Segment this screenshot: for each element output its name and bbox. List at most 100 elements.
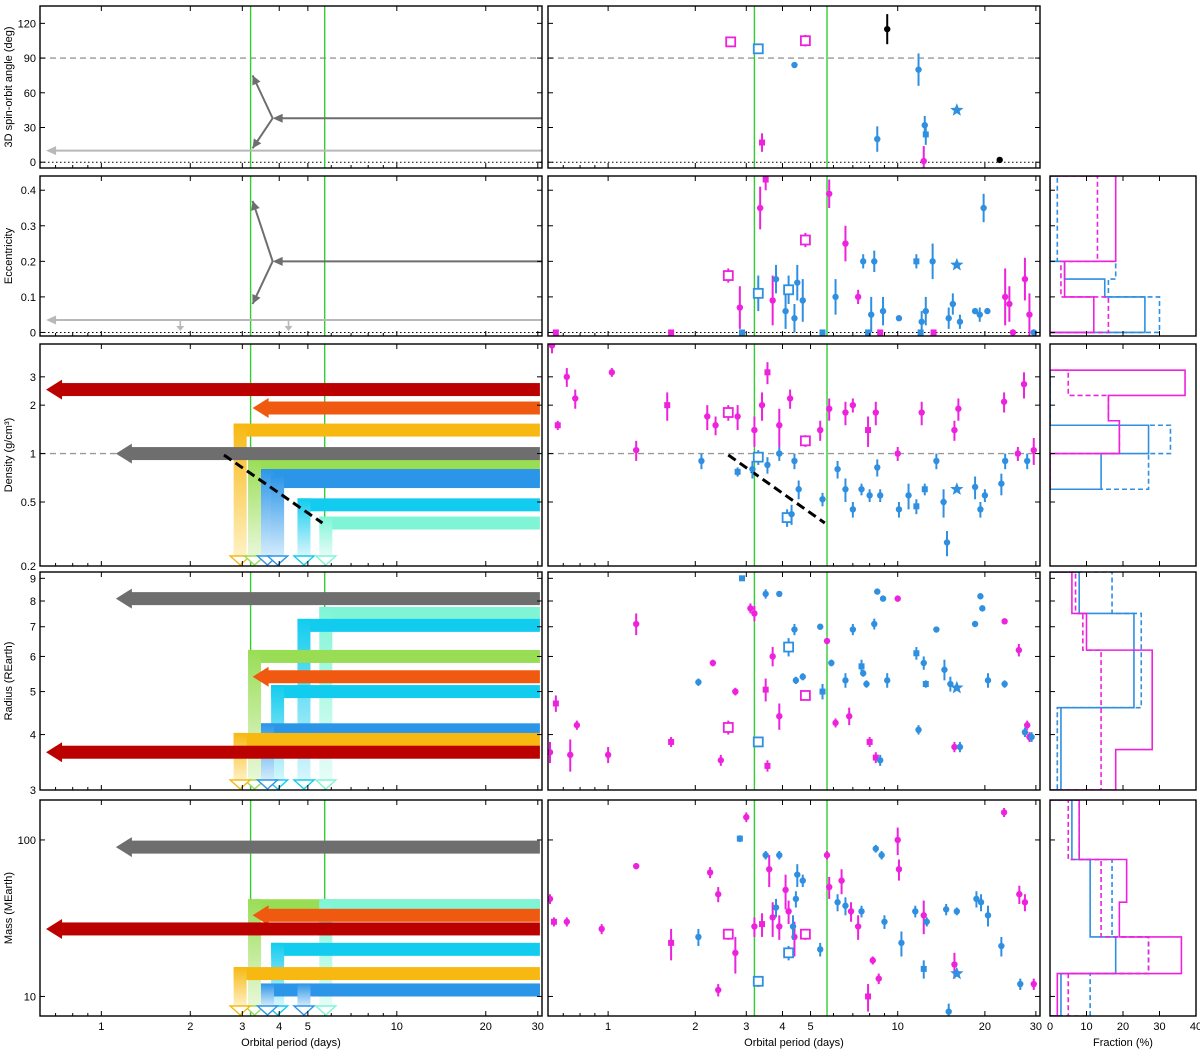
data-point — [859, 669, 867, 677]
data-point — [772, 898, 780, 918]
data-point — [842, 401, 849, 426]
hist-density — [1049, 343, 1197, 567]
data-point — [762, 678, 769, 702]
data-point — [842, 897, 849, 916]
data-point — [950, 482, 964, 495]
arrow-dark_grey-2 — [115, 443, 540, 464]
hist-frame — [1049, 175, 1197, 337]
data-point — [776, 408, 783, 447]
data-point — [819, 684, 826, 700]
x-tick-label: 4 — [276, 1021, 282, 1033]
data-point — [977, 593, 984, 600]
ylabel-spin-orbit: 3D spin-orbit angle (deg) — [3, 26, 15, 147]
hist-x-tick-label: 10 — [1080, 1021, 1092, 1033]
data-point — [973, 891, 980, 908]
panel-frame — [39, 175, 543, 337]
x-tick-label: 4 — [779, 1021, 785, 1033]
data-point — [752, 43, 764, 55]
panel-frame — [39, 343, 543, 567]
data-point — [984, 673, 992, 688]
data-point — [762, 176, 769, 191]
data-point — [1021, 257, 1029, 301]
data-point — [825, 876, 833, 899]
x-tick-label: 30 — [532, 1021, 544, 1033]
ylabel-mass: Mass (MEarth) — [3, 872, 15, 944]
data-point — [980, 193, 987, 223]
fork-0 — [251, 75, 274, 149]
data-point — [776, 915, 783, 940]
data-point — [828, 659, 835, 667]
elbow-mid_blue-5 — [292, 983, 540, 1016]
data-point — [759, 133, 766, 152]
data-point — [956, 314, 964, 329]
data-point — [752, 450, 764, 465]
hist-x-tick-label: 20 — [1117, 1021, 1129, 1033]
plot-mass-schematic: 10 100 1 2 3 4 5 10 20 30 Orbital period (days) — [18, 799, 544, 1049]
data-point — [762, 589, 769, 599]
data-point — [866, 736, 873, 748]
hist-x-tick-label: 0 — [1047, 1021, 1053, 1033]
hist-magenta_dashed — [1050, 800, 1150, 1016]
data-point — [715, 887, 722, 903]
x-tick-label: 1 — [605, 1021, 611, 1033]
data-point — [834, 460, 841, 479]
data-point — [1021, 727, 1029, 737]
data-point — [950, 257, 964, 271]
plot-area — [548, 344, 1040, 566]
data-point — [734, 467, 741, 477]
data-point — [921, 483, 928, 496]
data-point — [951, 420, 958, 441]
data-point — [791, 61, 798, 69]
data-point — [895, 859, 903, 881]
ylabel-eccentricity: Eccentricity — [3, 227, 15, 284]
x-tick-label: 2 — [692, 1021, 698, 1033]
data-point — [785, 900, 792, 925]
data-point — [950, 966, 964, 980]
plot-area — [548, 572, 1035, 790]
data-point — [788, 504, 795, 525]
data-point — [865, 984, 872, 1012]
data-point — [915, 53, 922, 86]
plot-area — [46, 800, 540, 1016]
arrow-dark_grey-0 — [272, 256, 542, 266]
data-point — [751, 605, 758, 622]
y-tick-label: 0.3 — [21, 221, 36, 233]
plot-eccentricity-schematic: 0 0.1 0.2 0.3 0.4 — [21, 175, 543, 339]
data-point — [632, 862, 640, 870]
data-point — [920, 960, 927, 979]
hist-blue_solid — [1050, 370, 1150, 491]
data-point — [743, 812, 750, 823]
data-point — [747, 603, 754, 614]
data-point — [794, 264, 801, 301]
data-point — [722, 268, 734, 283]
data-point — [752, 736, 764, 748]
data-point — [668, 928, 675, 961]
data-point — [984, 307, 991, 315]
data-point — [1015, 644, 1023, 657]
y-tick-label: 4 — [30, 730, 36, 742]
data-point — [947, 676, 954, 692]
data-point — [949, 293, 957, 315]
x-tick-label: 10 — [391, 1021, 403, 1033]
data-point — [632, 613, 640, 636]
data-point — [608, 368, 616, 377]
data-point — [918, 401, 925, 426]
data-point — [1017, 978, 1024, 990]
data-point — [865, 416, 872, 447]
data-point — [872, 401, 879, 426]
data-point — [762, 850, 769, 860]
data-point — [976, 307, 983, 322]
x-tick-label: 5 — [305, 1021, 311, 1033]
data-point — [977, 501, 984, 518]
data-point — [704, 405, 711, 431]
data-point — [971, 620, 979, 628]
data-point — [1020, 372, 1028, 399]
panel-spin-orbit: 3D spin-orbit angle (deg) 0 30 60 90 120 — [3, 5, 1041, 169]
panel-frame — [547, 5, 1041, 169]
fork-0 — [251, 200, 274, 305]
data-point — [794, 864, 801, 888]
data-point — [847, 902, 855, 922]
panel-frame — [547, 799, 1041, 1017]
x-tick-label: 3 — [239, 1021, 245, 1033]
arrow-light_grey-1 — [46, 146, 542, 156]
